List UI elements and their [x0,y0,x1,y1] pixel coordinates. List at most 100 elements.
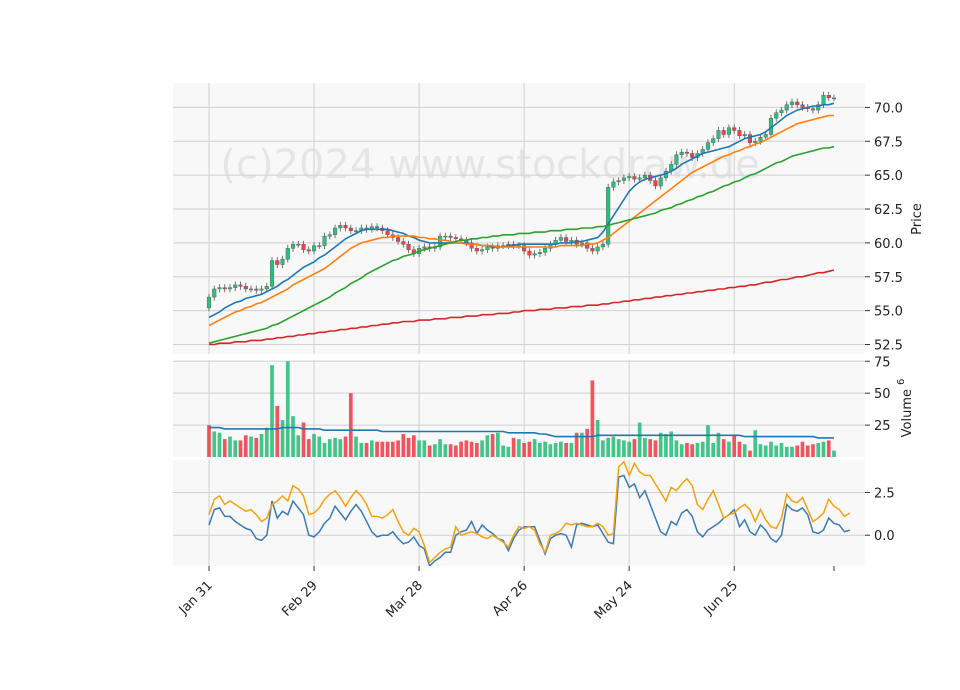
candle-up [595,246,600,252]
volume-bar [411,435,416,457]
volume-bar [695,442,700,457]
candle-up [296,244,301,246]
candle-up [422,246,427,249]
candle-up [438,235,443,248]
candle-down [527,250,532,256]
volume-bar [779,442,784,457]
candle-down [448,235,453,238]
volume-bar [406,437,411,457]
volume-bar [401,434,406,457]
candle-down [732,127,737,131]
candle-down [690,153,695,158]
volume-bar [443,444,448,457]
volume-bar [506,446,511,457]
candle-up [606,187,611,245]
volume-bar [732,435,737,457]
moving-average-line [208,102,835,319]
candle-up [259,288,264,291]
volume-bar [627,441,632,457]
x-tick-label: Jun 25 [701,578,741,618]
volume-bar [601,440,605,457]
volume-bar [275,405,280,457]
volume-bar [632,439,637,457]
x-tick-label: May 24 [592,578,636,622]
volume-tick-label: 25 [874,419,891,434]
volume-bar [475,442,479,457]
candle-down [564,237,569,242]
volume-bar [385,441,390,457]
candle-up [354,230,359,232]
candle-down [590,248,595,252]
volume-bar [485,435,490,457]
candle-up [726,127,731,135]
volume-bar [207,425,211,457]
volume-bar [501,445,505,457]
volume-bar [448,444,453,457]
volume-bar [212,431,217,457]
candle-up [338,225,343,229]
volume-bar [559,441,563,457]
volume-bar [721,439,726,457]
candle-down [306,249,311,252]
candle-up [558,237,563,241]
volume-bar [763,445,768,457]
volume-bar [711,442,716,457]
volume-bar [679,444,684,457]
volume-bar [580,432,584,457]
volume-bar [270,365,274,457]
price-tick-label: 70.0 [874,101,903,116]
candle-up [537,252,542,254]
candle-up [285,248,290,260]
candle-up [579,242,584,245]
candle-up [705,142,710,150]
candle-up [821,94,826,105]
candle-down [275,260,280,265]
volume-bar [606,437,610,457]
candle-up [658,177,663,187]
volume-bar [364,442,369,457]
volume-bar [312,434,316,457]
volume-bar [454,445,458,457]
price-panel-background [173,83,865,354]
candle-up [600,244,605,248]
oscillator-tick-label: 2.5 [874,486,895,501]
volume-bar [469,441,474,457]
candle-down [406,244,411,250]
volume-bar [748,450,752,457]
oscillator-line [208,460,851,564]
volume-bar [396,440,400,457]
volume-bar [296,435,301,457]
candle-up [616,180,621,183]
candle-down [810,108,816,111]
candle-up [217,287,222,290]
volume-bar [354,436,358,457]
candle-up [774,112,779,119]
x-tick-label: Feb 29 [279,578,321,620]
volume-bar [706,425,710,457]
volume-bar [616,439,621,457]
price-tick-label: 52.5 [874,339,903,354]
candle-up [206,296,212,309]
candle-up [758,136,763,142]
candle-down [800,104,805,108]
volume-bar [832,450,836,457]
volume-bar [653,440,658,457]
volume-bar [564,442,568,457]
volume-bar [464,440,469,457]
volume-bar [774,445,779,457]
volume-bar [548,444,553,457]
volume-bar [658,432,663,457]
watermark: (c)2024 www.stockdraw.de [220,142,759,188]
volume-bar [800,441,805,457]
candle-up [779,109,784,114]
volume-bar [811,444,815,457]
volume-bar [327,439,332,457]
volume-bar [433,444,437,457]
x-tick-label: Jan 31 [176,578,216,618]
candle-up [569,239,574,242]
candle-up [789,101,795,105]
volume-bar [359,442,364,457]
volume-bar [595,419,600,457]
candle-down [243,286,248,290]
